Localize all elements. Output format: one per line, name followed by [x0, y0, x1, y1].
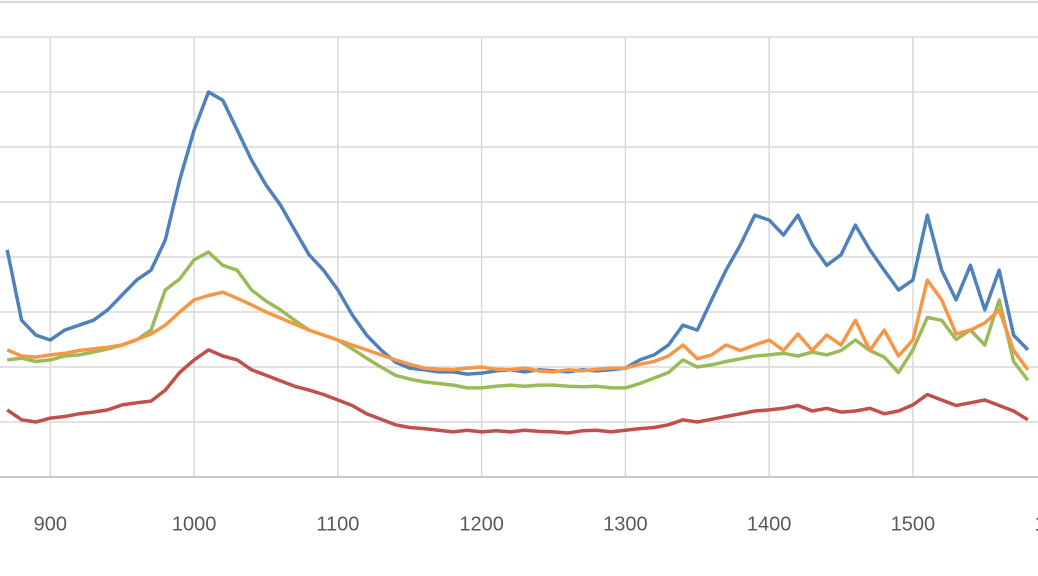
x-tick-label: 1000	[172, 513, 217, 535]
x-tick-label: 1400	[747, 513, 792, 535]
x-tick-label: 1200	[459, 513, 504, 535]
x-tick-label: 1500	[891, 513, 936, 535]
series-line	[5, 90, 1030, 376]
x-tick-label: 1600	[1034, 513, 1038, 535]
x-tick-label: 900	[34, 513, 67, 535]
series-line	[6, 250, 1030, 390]
series-line	[6, 278, 1030, 374]
x-tick-label: 1100	[316, 513, 359, 535]
series-line	[6, 348, 1029, 435]
x-tick-label: 1300	[603, 513, 648, 535]
